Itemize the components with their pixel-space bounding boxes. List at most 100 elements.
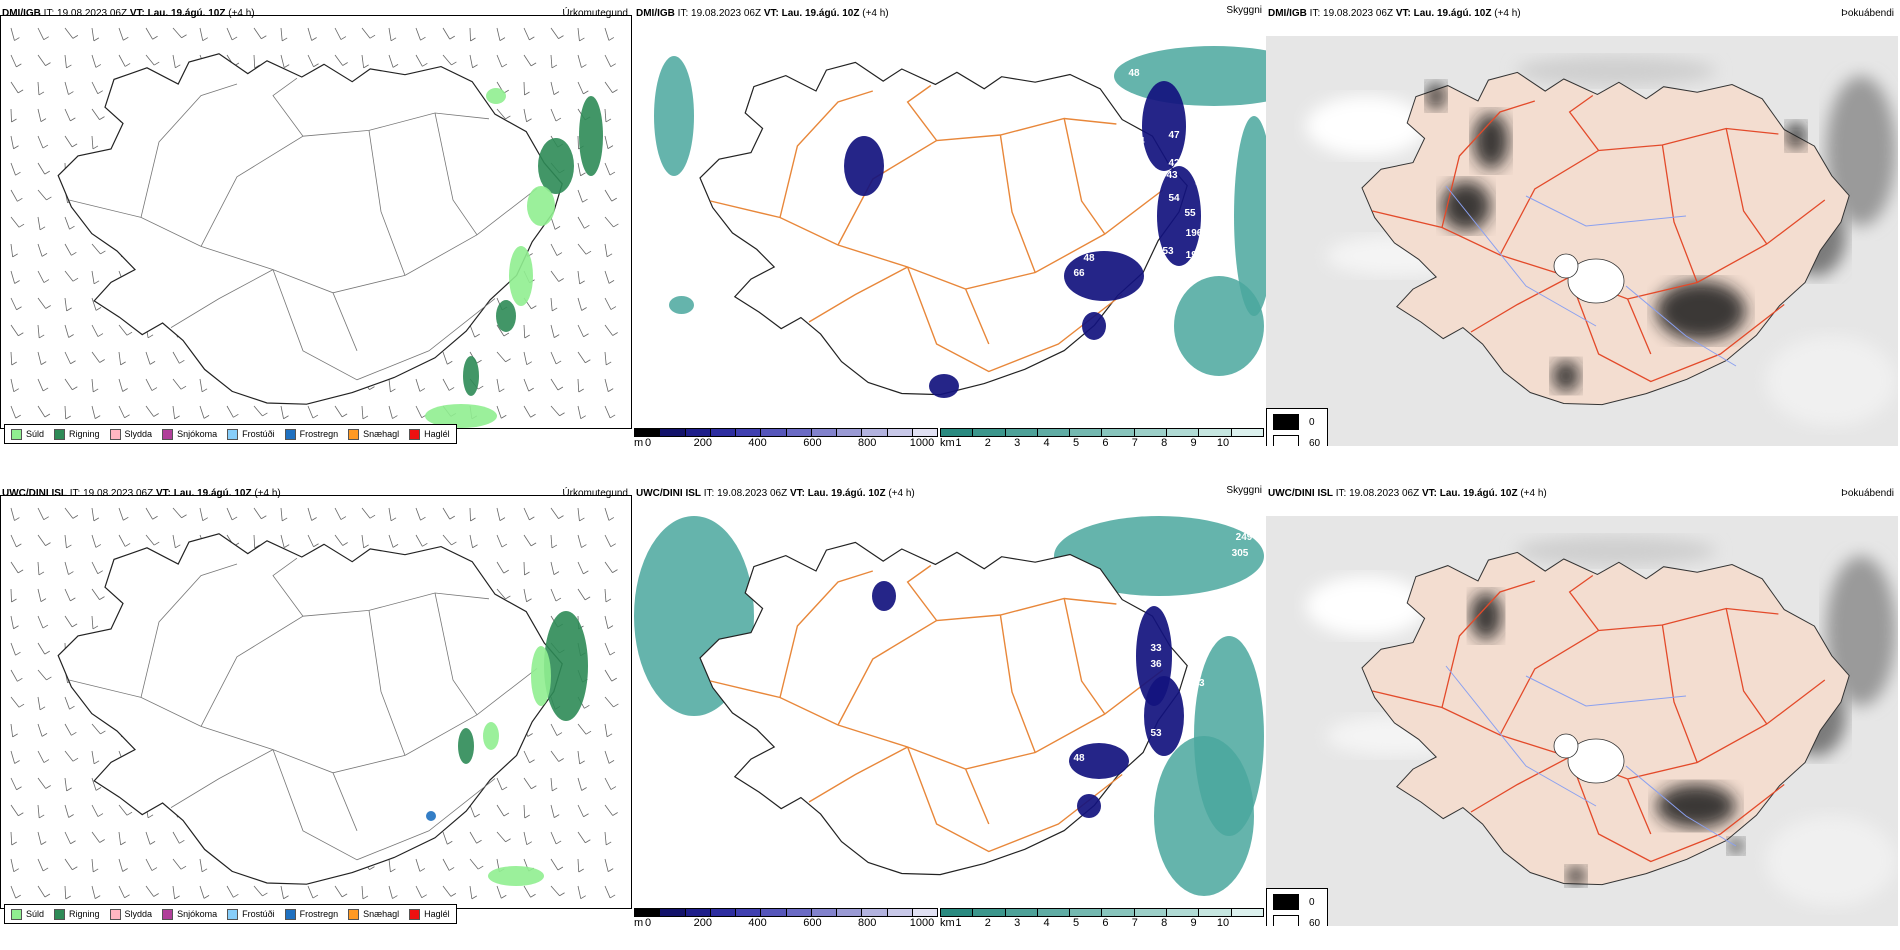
wind-barb-feather <box>313 543 319 548</box>
height-scale-color-step <box>736 429 762 436</box>
wind-barb <box>64 216 70 230</box>
wind-barb-feather <box>579 760 585 765</box>
wind-barb <box>91 270 95 284</box>
panel-name: Úrkomutegund <box>562 8 628 19</box>
wind-barb <box>199 405 205 419</box>
wind-barb <box>604 324 614 336</box>
visibility-scale-color-step <box>973 909 1006 916</box>
wind-barb <box>37 297 47 309</box>
wind-barb-feather <box>43 759 50 763</box>
wind-barb-feather <box>611 677 617 682</box>
wind-barb-feather <box>558 35 564 39</box>
wind-barb-feather <box>283 415 289 420</box>
fog-panel-row1: DMI/IGB IT: 19.08.2023 06Z VT: Lau. 19.á… <box>1266 0 1898 446</box>
wind-barb <box>361 405 364 419</box>
wind-barb <box>91 54 97 68</box>
visibility-area <box>1234 116 1266 316</box>
wind-barb <box>334 27 342 40</box>
wind-barb <box>577 588 586 601</box>
wind-barb-feather <box>42 867 49 872</box>
wind-barb-feather <box>311 37 317 41</box>
cloud-base-label: 53 <box>1060 316 1072 327</box>
wind-barb <box>496 54 503 68</box>
wind-barb-feather <box>471 895 478 900</box>
wind-barb <box>496 534 503 548</box>
wind-barb-feather <box>579 280 585 285</box>
glacier <box>1567 258 1625 304</box>
wind-barb <box>496 804 505 817</box>
wind-barb-feather <box>66 307 72 312</box>
road-line <box>272 557 304 617</box>
wind-barb <box>469 54 473 68</box>
height-scale-tick-label: 1000 <box>909 917 935 926</box>
wind-barb-feather <box>583 570 589 575</box>
wind-barb-feather <box>95 64 102 68</box>
wind-barb <box>91 534 97 548</box>
precip-legend-label: Snjókoma <box>177 909 218 919</box>
wind-barb <box>496 27 501 41</box>
wind-barb <box>64 27 74 39</box>
wind-barb-feather <box>38 571 45 576</box>
height-scale-color-step <box>710 909 736 916</box>
wind-barb-feather <box>606 733 613 738</box>
wind-barb <box>604 804 614 816</box>
cloud-base-label: 53 <box>1162 246 1174 257</box>
wind-barb <box>10 378 15 392</box>
wind-barb-feather <box>559 892 565 897</box>
wind-barb <box>118 858 124 872</box>
wind-barb <box>523 561 525 576</box>
precip-legend-swatch <box>162 908 174 920</box>
fog-legend-swatch <box>1273 894 1299 910</box>
cloud-base-label: 48 <box>1083 253 1095 264</box>
precip-legend-label: Rigning <box>69 429 100 439</box>
wind-barb-feather <box>261 515 267 520</box>
precip-legend-swatch <box>54 428 66 440</box>
wind-barb-feather <box>369 514 376 519</box>
road-line <box>1063 598 1106 715</box>
wind-barb <box>37 405 46 418</box>
wind-barb-feather <box>609 651 616 656</box>
wind-barb-feather <box>152 515 158 520</box>
wind-barb <box>118 507 124 521</box>
fog-dense-area <box>1786 122 1806 150</box>
wind-barb <box>334 507 342 520</box>
fog-index-area <box>1516 536 1716 566</box>
wind-barb <box>64 297 68 311</box>
wind-barb <box>577 135 579 150</box>
wind-barb-feather <box>392 64 399 68</box>
wind-barb-feather <box>15 414 21 419</box>
wind-barb <box>442 885 452 897</box>
wind-barb <box>64 405 67 420</box>
visibility-area <box>1054 516 1264 596</box>
wind-barb <box>577 189 583 203</box>
wind-barb <box>10 54 17 68</box>
wind-barb-feather <box>610 306 617 310</box>
wind-barb <box>577 561 584 575</box>
road-line <box>1627 778 1652 835</box>
wind-barb <box>550 405 560 417</box>
road-line <box>1568 94 1600 151</box>
lead-time: (+4 h) <box>1494 8 1521 19</box>
wind-barb-feather <box>65 415 71 420</box>
wind-barb-feather <box>362 895 369 900</box>
wind-barb-feather <box>551 544 558 549</box>
wind-barb-feather <box>585 839 591 844</box>
wind-barb-feather <box>181 514 187 519</box>
visibility-scale-color-bar <box>940 428 1264 437</box>
wind-barb-feather <box>153 893 159 897</box>
wind-barb-feather <box>122 388 128 392</box>
cloud-base-area <box>1082 312 1106 340</box>
wind-barb-feather <box>607 388 614 392</box>
visibility-scale-color-step <box>1102 909 1135 916</box>
wind-barb <box>145 858 153 871</box>
wind-barb-feather <box>503 569 509 574</box>
height-scale-tick-label: 1000 <box>909 437 935 446</box>
wind-barb-feather <box>11 598 17 603</box>
wind-barb-feather <box>93 760 100 765</box>
road-line <box>1661 144 1698 283</box>
wind-barb-feather <box>72 866 78 871</box>
cloud-base-label: 53 <box>1193 678 1205 689</box>
cloud-base-label: 196 <box>1186 228 1203 239</box>
wind-barb-feather <box>181 34 187 39</box>
wind-barb <box>604 351 607 365</box>
